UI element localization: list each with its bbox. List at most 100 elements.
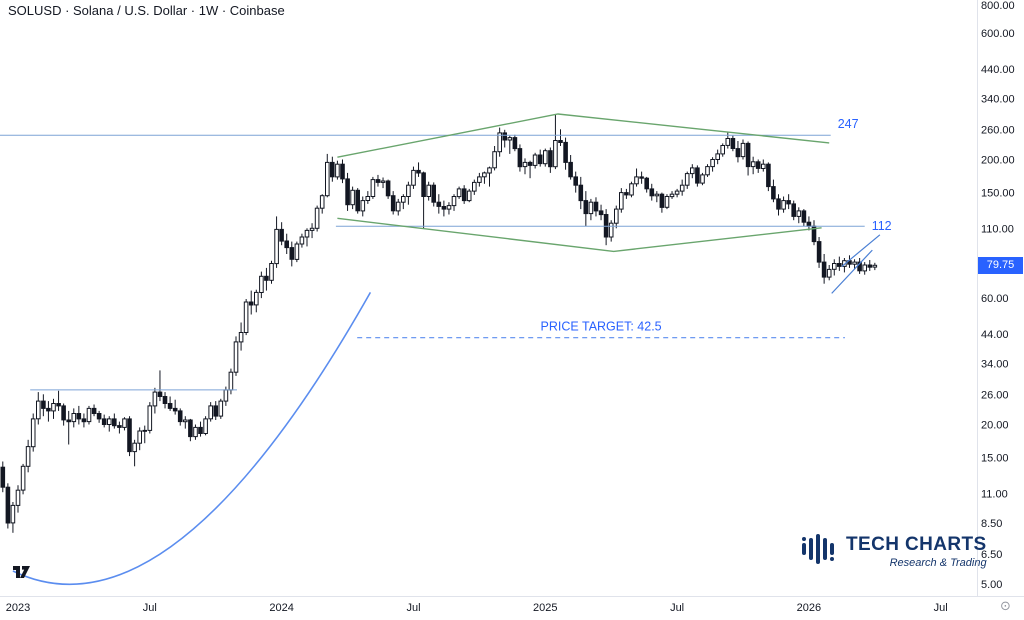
candle bbox=[614, 205, 619, 229]
candle bbox=[81, 413, 87, 428]
time-axis-label[interactable]: 2026 bbox=[797, 602, 821, 614]
candle bbox=[304, 228, 310, 247]
candle bbox=[806, 216, 812, 231]
candle bbox=[826, 265, 832, 281]
time-axis[interactable]: 2023 Jul 2024 Jul 2025 Jul 2026 Jul bbox=[6, 602, 948, 614]
candle bbox=[30, 413, 36, 452]
candle bbox=[360, 196, 366, 217]
candle bbox=[659, 192, 665, 213]
candle bbox=[644, 176, 650, 193]
candle bbox=[669, 191, 675, 199]
candle bbox=[0, 461, 6, 493]
candle bbox=[715, 149, 721, 165]
candle bbox=[634, 168, 639, 187]
candle bbox=[563, 137, 568, 170]
drawing-label-price-target[interactable]: PRICE TARGET: 42.5 bbox=[541, 320, 662, 334]
drawing-flag-upper[interactable] bbox=[841, 234, 881, 267]
candle bbox=[710, 157, 715, 172]
candle bbox=[243, 299, 249, 336]
time-axis-label[interactable]: 2025 bbox=[533, 602, 557, 614]
drawing-label-support-112[interactable]: 112 bbox=[872, 219, 892, 233]
symbol-title[interactable]: SOLUSD · Solana / U.S. Dollar · 1W · Coi… bbox=[8, 3, 285, 18]
candle bbox=[25, 439, 31, 473]
time-axis-label[interactable]: Jul bbox=[670, 602, 684, 614]
drawing-flag-lower[interactable] bbox=[831, 249, 873, 294]
price-axis-label[interactable]: 150.00 bbox=[981, 188, 1015, 200]
candle bbox=[862, 262, 868, 275]
candle bbox=[781, 196, 786, 213]
price-axis-label[interactable]: 6.50 bbox=[981, 549, 1002, 561]
candle bbox=[61, 403, 66, 426]
price-scale-settings-icon[interactable]: ⊙ bbox=[1000, 598, 1011, 613]
time-axis-label[interactable]: Jul bbox=[143, 602, 157, 614]
price-axis-label[interactable]: 200.00 bbox=[981, 155, 1015, 167]
candle bbox=[365, 191, 371, 204]
candle bbox=[101, 414, 107, 428]
candle bbox=[593, 197, 599, 217]
candle bbox=[796, 207, 802, 224]
drawing-diamond-top[interactable] bbox=[337, 113, 830, 158]
candle bbox=[603, 209, 609, 246]
price-axis-label[interactable]: 26.00 bbox=[981, 389, 1009, 401]
candle bbox=[608, 220, 614, 242]
candle bbox=[325, 153, 330, 198]
candle bbox=[66, 410, 72, 445]
price-axis-label[interactable]: 600.00 bbox=[981, 28, 1015, 40]
price-axis-label[interactable]: 8.50 bbox=[981, 518, 1002, 530]
price-axis-label[interactable]: 20.00 bbox=[981, 420, 1009, 432]
candle bbox=[477, 172, 482, 187]
tradingview-logo-icon[interactable] bbox=[12, 564, 31, 585]
candle bbox=[446, 202, 452, 215]
candle bbox=[137, 427, 142, 451]
candle bbox=[619, 188, 624, 213]
candle bbox=[421, 171, 426, 229]
drawing-label-resistance-247[interactable]: 247 bbox=[838, 117, 859, 131]
candle bbox=[142, 425, 147, 444]
price-axis-label[interactable]: 34.00 bbox=[981, 358, 1009, 370]
techcharts-watermark: TECH CHARTS Research & Trading bbox=[799, 530, 987, 573]
candle bbox=[46, 401, 51, 422]
candle bbox=[786, 194, 791, 210]
candle bbox=[193, 424, 198, 440]
candle bbox=[441, 200, 447, 217]
drawing-diamond-bottom[interactable] bbox=[337, 217, 822, 253]
price-axis-label[interactable]: 60.00 bbox=[981, 293, 1009, 305]
time-axis-label[interactable]: Jul bbox=[934, 602, 948, 614]
price-axis-label[interactable]: 800.00 bbox=[981, 0, 1015, 12]
price-axis-label[interactable]: 340.00 bbox=[981, 94, 1015, 106]
price-axis[interactable]: 800.00 600.00 440.00 340.00 260.00 200.00 150.… bbox=[981, 0, 1015, 591]
price-axis-label[interactable]: 15.00 bbox=[981, 453, 1009, 465]
price-axis-label[interactable]: 44.00 bbox=[981, 329, 1009, 341]
candle bbox=[395, 198, 401, 216]
candle bbox=[690, 164, 695, 179]
price-axis-label[interactable]: 11.00 bbox=[981, 488, 1008, 500]
candle bbox=[624, 188, 629, 199]
price-axis-label[interactable]: 110.00 bbox=[981, 223, 1014, 235]
drawing-base-arc[interactable] bbox=[12, 292, 372, 586]
time-axis-label[interactable]: 2024 bbox=[269, 602, 293, 614]
plot-area[interactable] bbox=[0, 113, 881, 586]
price-axis-label[interactable]: 440.00 bbox=[981, 64, 1015, 76]
price-axis-label[interactable]: 260.00 bbox=[981, 124, 1015, 136]
candle bbox=[740, 139, 746, 160]
candle bbox=[56, 390, 61, 411]
time-axis-label[interactable]: Jul bbox=[406, 602, 420, 614]
candle bbox=[177, 408, 183, 426]
candle bbox=[390, 191, 396, 215]
candle bbox=[750, 156, 756, 175]
candle bbox=[674, 188, 680, 198]
time-axis-label[interactable]: 2023 bbox=[6, 602, 30, 614]
candle bbox=[654, 191, 660, 203]
candle bbox=[411, 166, 416, 189]
candle bbox=[543, 148, 548, 167]
candle bbox=[319, 194, 325, 214]
candle bbox=[482, 171, 487, 184]
candle bbox=[755, 159, 761, 173]
candle bbox=[96, 410, 102, 423]
candle bbox=[228, 368, 234, 395]
price-axis-label[interactable]: 5.00 bbox=[981, 579, 1002, 591]
candle bbox=[761, 159, 766, 172]
candle bbox=[264, 267, 269, 291]
